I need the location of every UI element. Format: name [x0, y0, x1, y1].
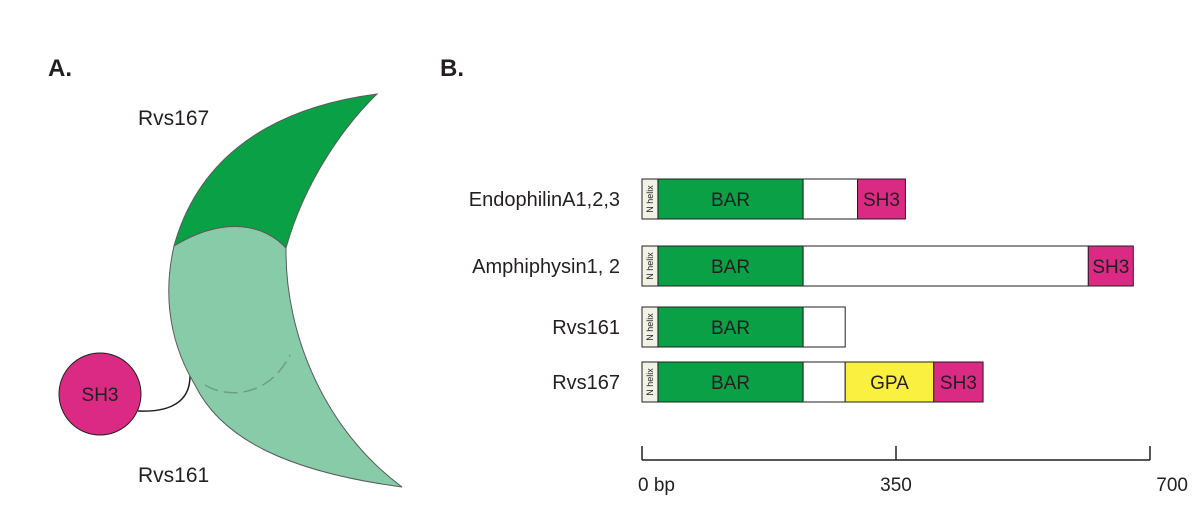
- protein-row: Rvs161 N helix BAR: [552, 306, 846, 348]
- linker-region: [802, 178, 859, 220]
- bar-domain: [657, 178, 804, 220]
- bar-domain: [657, 245, 804, 287]
- protein-name: Amphiphysin1, 2: [472, 256, 620, 278]
- bar-domain: [657, 306, 804, 348]
- sh3-domain: [1087, 245, 1134, 287]
- rvs167-illustration-label: Rvs167: [138, 107, 209, 130]
- domain-label: SH3: [863, 190, 900, 211]
- domain-architecture-rows: EndophilinA1,2,3 N helix BAR SH3Amphiphysin…: [469, 178, 1134, 403]
- protein-name: Rvs167: [552, 372, 620, 394]
- sh3-domain: [857, 178, 906, 220]
- linker-region: [802, 361, 846, 403]
- domain-label: GPA: [870, 373, 909, 394]
- scale-tick-label: 700: [1156, 475, 1188, 496]
- n-helix-label: N helix: [645, 368, 655, 396]
- sh3-domain: [933, 361, 984, 403]
- rvs-heterodimer-illustration: SH3 Rvs167 Rvs161: [58, 93, 403, 488]
- domain-label: SH3: [940, 373, 977, 394]
- linker-region: [802, 306, 846, 348]
- scale-tick-label: 0 bp: [638, 475, 675, 496]
- panel-b-label: B.: [440, 55, 464, 82]
- domain-label: BAR: [711, 190, 750, 211]
- n-helix-label: N helix: [645, 252, 655, 280]
- n-helix-label: N helix: [645, 313, 655, 341]
- rvs161-illustration-label: Rvs161: [138, 464, 209, 487]
- bar-domain: [657, 361, 804, 403]
- gpa-domain: [844, 361, 935, 403]
- sh3-domain-circle: [58, 352, 142, 436]
- length-scale-axis: 0 bp 350 700: [638, 446, 1188, 496]
- n-helix-label: N helix: [645, 185, 655, 213]
- domain-label: BAR: [711, 318, 750, 339]
- domain-label: BAR: [711, 257, 750, 278]
- linker-region: [802, 245, 1089, 287]
- protein-row: EndophilinA1,2,3 N helix BAR SH3: [469, 178, 906, 220]
- domain-label: BAR: [711, 373, 750, 394]
- panel-a-label: A.: [48, 55, 72, 82]
- hidden-edge-dashed: [204, 354, 291, 394]
- protein-row: Amphiphysin1, 2 N helix BAR SH3: [472, 245, 1134, 287]
- sh3-circle-label: SH3: [82, 385, 119, 406]
- scale-tick-label: 350: [880, 475, 912, 496]
- domain-label: SH3: [1092, 257, 1129, 278]
- rvs161-subunit-shape: [168, 226, 403, 488]
- protein-name: EndophilinA1,2,3: [469, 189, 620, 211]
- sh3-linker: [137, 375, 191, 412]
- protein-row: Rvs167 N helix BAR GPA SH3: [552, 361, 984, 403]
- protein-name: Rvs161: [552, 317, 620, 339]
